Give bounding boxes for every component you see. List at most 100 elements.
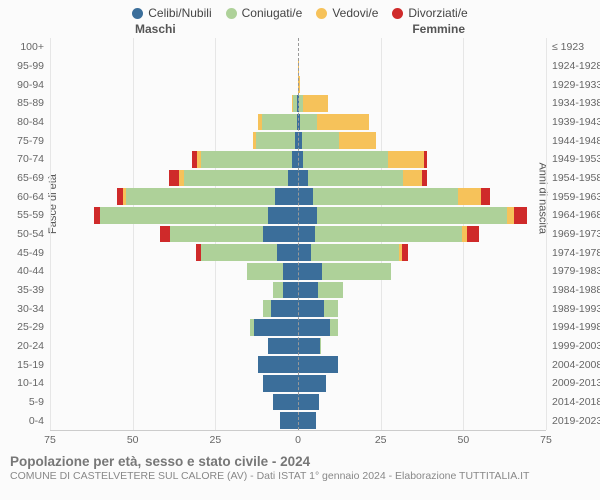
age-label: 80-84 [17, 116, 50, 128]
bar-stack [298, 282, 404, 299]
legend-swatch [226, 8, 237, 19]
bar-male [50, 95, 298, 112]
bar-stack [219, 394, 298, 411]
bar-female [298, 132, 546, 149]
bar-male [50, 300, 298, 317]
birth-label: 1979-1983 [546, 265, 600, 277]
x-tick: 75 [44, 434, 56, 446]
bar-female [298, 412, 546, 429]
birth-label: 1924-1928 [546, 60, 600, 72]
bar-stack [73, 207, 298, 224]
bar-stack [212, 338, 298, 355]
bar-female [298, 300, 546, 317]
bar-male [50, 226, 298, 243]
age-label: 10-14 [17, 377, 50, 389]
bar-stack [298, 207, 536, 224]
bar-male [50, 282, 298, 299]
bar-segment [298, 412, 316, 429]
bar-female [298, 95, 546, 112]
bar-segment [298, 356, 338, 373]
bar-stack [298, 188, 516, 205]
bar-segment [254, 319, 298, 336]
bar-stack [186, 263, 298, 280]
bar-segment [100, 207, 268, 224]
bar-male [50, 263, 298, 280]
age-label: 45-49 [17, 247, 50, 259]
bar-female [298, 188, 546, 205]
bar-segment [298, 188, 313, 205]
bar-segment [458, 188, 481, 205]
bar-male [50, 58, 298, 75]
bar-stack [139, 244, 298, 261]
bar-female [298, 338, 546, 355]
age-label: 70-74 [17, 153, 50, 165]
age-label: 55-59 [17, 209, 50, 221]
birth-label: 1984-1988 [546, 284, 600, 296]
bar-male [50, 207, 298, 224]
bar-female [298, 114, 546, 131]
bar-segment [201, 244, 277, 261]
chart-container: Celibi/NubiliConiugati/eVedovi/eDivorzia… [0, 0, 600, 500]
bar-segment [273, 394, 298, 411]
legend-swatch [392, 8, 403, 19]
birth-label: 1929-1933 [546, 79, 600, 91]
age-label: 60-64 [17, 191, 50, 203]
legend-item: Vedovi/e [316, 6, 378, 20]
birth-label: 1994-1998 [546, 321, 600, 333]
bar-segment [280, 412, 298, 429]
bar-male [50, 319, 298, 336]
bar-stack [298, 244, 463, 261]
bar-segment [322, 263, 391, 280]
bar-segment [263, 375, 298, 392]
bar-segment [126, 188, 276, 205]
bar-stack [192, 132, 298, 149]
bar-female [298, 58, 546, 75]
bar-segment [283, 282, 298, 299]
age-label: 65-69 [17, 172, 50, 184]
bar-segment [273, 282, 284, 299]
bar-stack [298, 151, 477, 168]
bar-stack [119, 170, 298, 187]
birth-label: 2014-2018 [546, 396, 600, 408]
bar-segment [424, 151, 426, 168]
bar-segment [318, 282, 343, 299]
bar-female [298, 226, 546, 243]
bar-female [298, 263, 546, 280]
bar-segment [311, 244, 399, 261]
age-label: 50-54 [17, 228, 50, 240]
bar-segment [303, 151, 389, 168]
label-females: Femmine [412, 22, 465, 36]
birth-label: 1989-1993 [546, 303, 600, 315]
birth-label: 1959-1963 [546, 191, 600, 203]
bar-segment [320, 338, 321, 355]
age-label: 75-79 [17, 135, 50, 147]
bar-segment [298, 244, 311, 261]
bar-segment [184, 170, 289, 187]
bar-segment [275, 188, 298, 205]
bar-stack [298, 226, 510, 243]
bar-male [50, 375, 298, 392]
bar-stack [205, 300, 298, 317]
bar-stack [291, 76, 298, 93]
bar-stack [298, 132, 437, 149]
bar-segment [402, 244, 409, 261]
bar-segment [298, 319, 330, 336]
birth-label: 1954-1958 [546, 172, 600, 184]
age-label: 35-39 [17, 284, 50, 296]
bar-female [298, 170, 546, 187]
age-label: 95-99 [17, 60, 50, 72]
bar-segment [302, 132, 339, 149]
bar-segment [324, 300, 337, 317]
bar-stack [205, 375, 298, 392]
bar-male [50, 244, 298, 261]
bar-stack [298, 114, 430, 131]
age-label: 100+ [20, 41, 50, 53]
bar-segment [467, 226, 478, 243]
bar-segment [298, 207, 317, 224]
birth-label: 2019-2023 [546, 415, 600, 427]
chart-subtitle: COMUNE DI CASTELVETERE SUL CALORE (AV) -… [0, 469, 600, 482]
birth-label: 2009-2013 [546, 377, 600, 389]
bar-segment [262, 114, 296, 131]
bar-segment [283, 263, 298, 280]
bar-segment [258, 356, 298, 373]
